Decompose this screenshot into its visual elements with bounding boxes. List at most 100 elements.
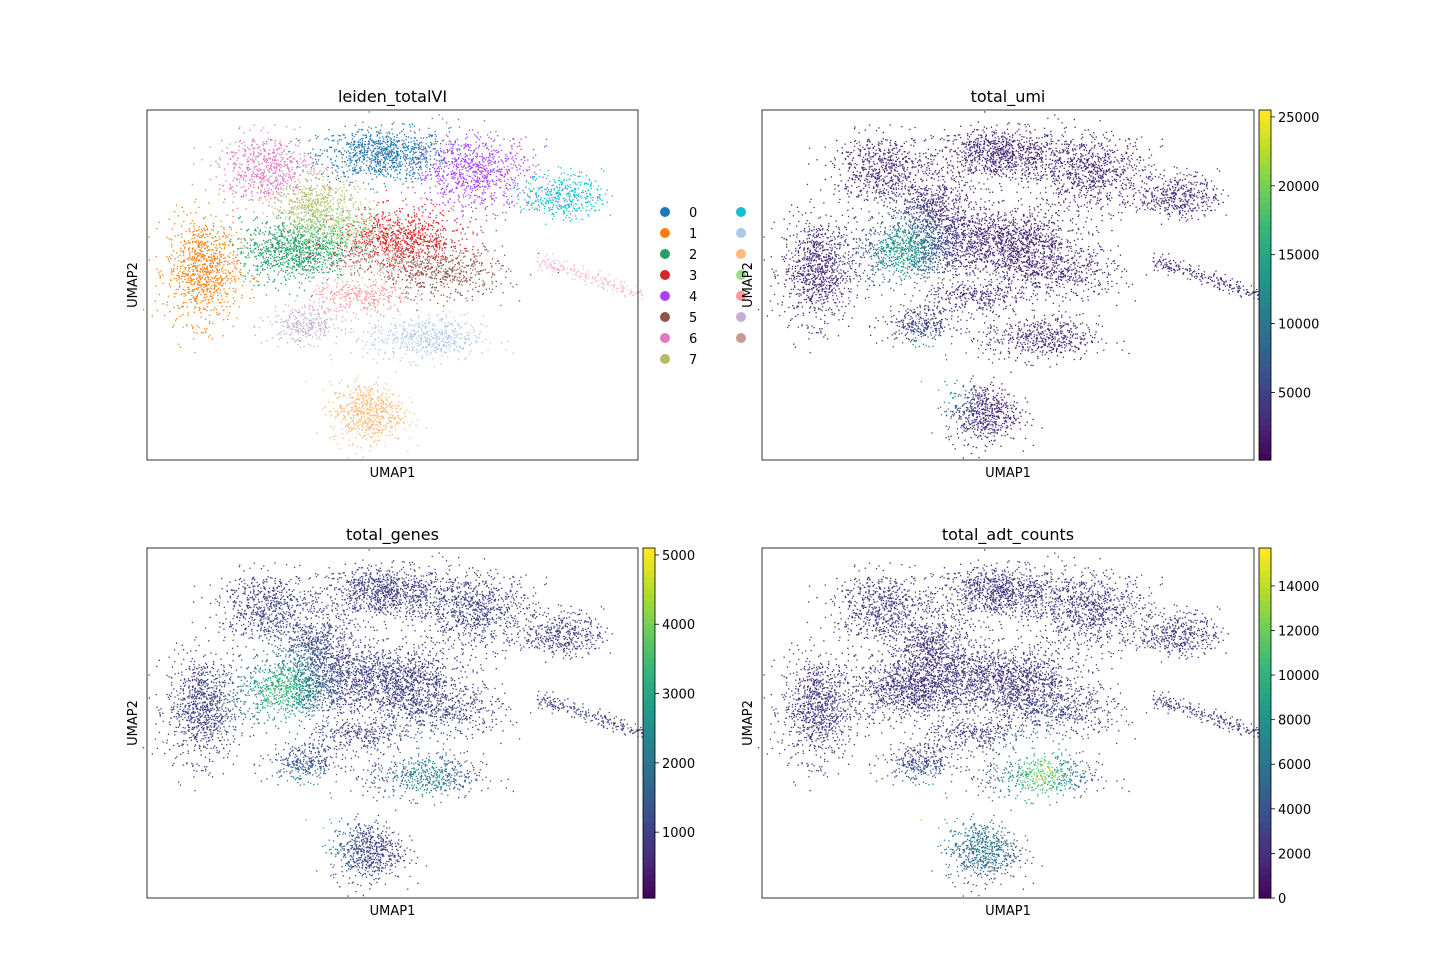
- scatter-point: [386, 137, 387, 138]
- scatter-point: [391, 150, 392, 151]
- scatter-point: [308, 261, 309, 262]
- scatter-point: [362, 229, 363, 230]
- scatter-point: [430, 233, 431, 234]
- scatter-point: [402, 164, 403, 165]
- scatter-point: [352, 250, 353, 251]
- scatter-point: [193, 279, 194, 280]
- scatter-point: [392, 144, 393, 145]
- scatter-point: [420, 177, 421, 178]
- scatter-point: [282, 225, 283, 226]
- scatter-point: [248, 229, 249, 230]
- scatter-point: [359, 129, 360, 130]
- scatter-point: [194, 282, 195, 283]
- scatter-point: [419, 232, 420, 233]
- scatter-point: [358, 147, 359, 148]
- scatter-point: [404, 150, 405, 151]
- scatter-point: [272, 281, 273, 282]
- scatter-point: [183, 273, 184, 274]
- scatter-point: [201, 241, 202, 242]
- scatter-point: [197, 273, 198, 274]
- scatter-point: [393, 145, 394, 146]
- scatter-point: [289, 273, 290, 274]
- scatter-point: [218, 194, 219, 195]
- scatter-point: [357, 260, 358, 261]
- scatter-point: [181, 261, 182, 262]
- scatter-point: [399, 133, 400, 134]
- scatter-point: [262, 253, 263, 254]
- scatter-point: [216, 272, 217, 273]
- scatter-point: [206, 294, 207, 295]
- scatter-point: [464, 248, 465, 249]
- scatter-point: [200, 294, 201, 295]
- scatter-point: [320, 149, 321, 150]
- scatter-point: [288, 231, 289, 232]
- scatter-point: [418, 254, 419, 255]
- scatter-point: [171, 254, 172, 255]
- scatter-point: [274, 280, 275, 281]
- scatter-point: [205, 234, 206, 235]
- scatter-point: [352, 133, 353, 134]
- scatter-point: [296, 240, 297, 241]
- scatter-point: [171, 239, 172, 240]
- scatter-point: [192, 328, 193, 329]
- scatter-point: [211, 254, 212, 255]
- scatter-point: [361, 150, 362, 151]
- scatter-point: [331, 135, 332, 136]
- scatter-point: [292, 237, 293, 238]
- scatter-point: [410, 170, 411, 171]
- scatter-point: [296, 257, 297, 258]
- scatter-point: [321, 269, 322, 270]
- scatter-point: [263, 262, 264, 263]
- scatter-point: [392, 133, 393, 134]
- scatter-point: [368, 268, 369, 269]
- scatter-point: [374, 144, 375, 145]
- scatter-point: [286, 280, 287, 281]
- scatter-point: [177, 305, 178, 306]
- scatter-point: [320, 258, 321, 259]
- scatter-point: [391, 141, 392, 142]
- scatter-point: [288, 241, 289, 242]
- scatter-point: [186, 282, 187, 283]
- scatter-point: [359, 160, 360, 161]
- scatter-point: [377, 148, 378, 149]
- scatter-point: [424, 204, 425, 205]
- scatter-point: [213, 225, 214, 226]
- scatter-point: [205, 273, 206, 274]
- scatter-point: [186, 324, 187, 325]
- scatter-point: [351, 142, 352, 143]
- scatter-point: [385, 153, 386, 154]
- scatter-point: [224, 301, 225, 302]
- scatter-point: [317, 164, 318, 165]
- scatter-point: [421, 145, 422, 146]
- scatter-point: [354, 142, 355, 143]
- scatter-point: [390, 144, 391, 145]
- scatter-point: [397, 135, 398, 136]
- scatter-point: [183, 221, 184, 222]
- scatter-point: [299, 273, 300, 274]
- scatter-point: [270, 258, 271, 259]
- scatter-point: [344, 134, 345, 135]
- scatter-point: [318, 254, 319, 255]
- scatter-point: [302, 266, 303, 267]
- scatter-point: [160, 278, 161, 279]
- scatter-point: [432, 167, 433, 168]
- scatter-point: [416, 237, 417, 238]
- scatter-point: [245, 240, 246, 241]
- scatter-point: [291, 247, 292, 248]
- scatter-point: [149, 259, 150, 260]
- scatter-point: [212, 338, 213, 339]
- scatter-point: [298, 240, 299, 241]
- scatter-point: [270, 251, 271, 252]
- scatter-point: [247, 272, 248, 273]
- scatter-point: [301, 258, 302, 259]
- scatter-point: [172, 327, 173, 328]
- scatter-point: [336, 243, 337, 244]
- scatter-point: [391, 265, 392, 266]
- scatter-point: [401, 140, 402, 141]
- scatter-point: [323, 222, 324, 223]
- scatter-point: [285, 248, 286, 249]
- scatter-point: [184, 289, 185, 290]
- scatter-point: [227, 236, 228, 237]
- scatter-point: [195, 298, 196, 299]
- scatter-point: [152, 315, 153, 316]
